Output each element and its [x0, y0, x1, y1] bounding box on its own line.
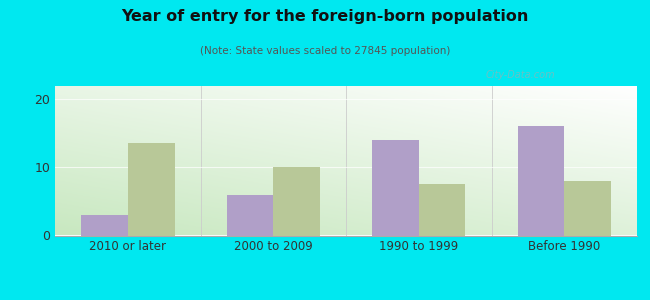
Bar [227, 195, 274, 236]
Bar [518, 126, 564, 236]
Bar [128, 143, 174, 236]
Text: Year of entry for the foreign-born population: Year of entry for the foreign-born popul… [122, 9, 528, 24]
Bar [81, 215, 128, 236]
Bar [372, 140, 419, 236]
Bar [419, 184, 465, 236]
Text: City-Data.com: City-Data.com [485, 70, 555, 80]
Bar [274, 167, 320, 236]
Bar [564, 181, 611, 236]
Text: (Note: State values scaled to 27845 population): (Note: State values scaled to 27845 popu… [200, 46, 450, 56]
